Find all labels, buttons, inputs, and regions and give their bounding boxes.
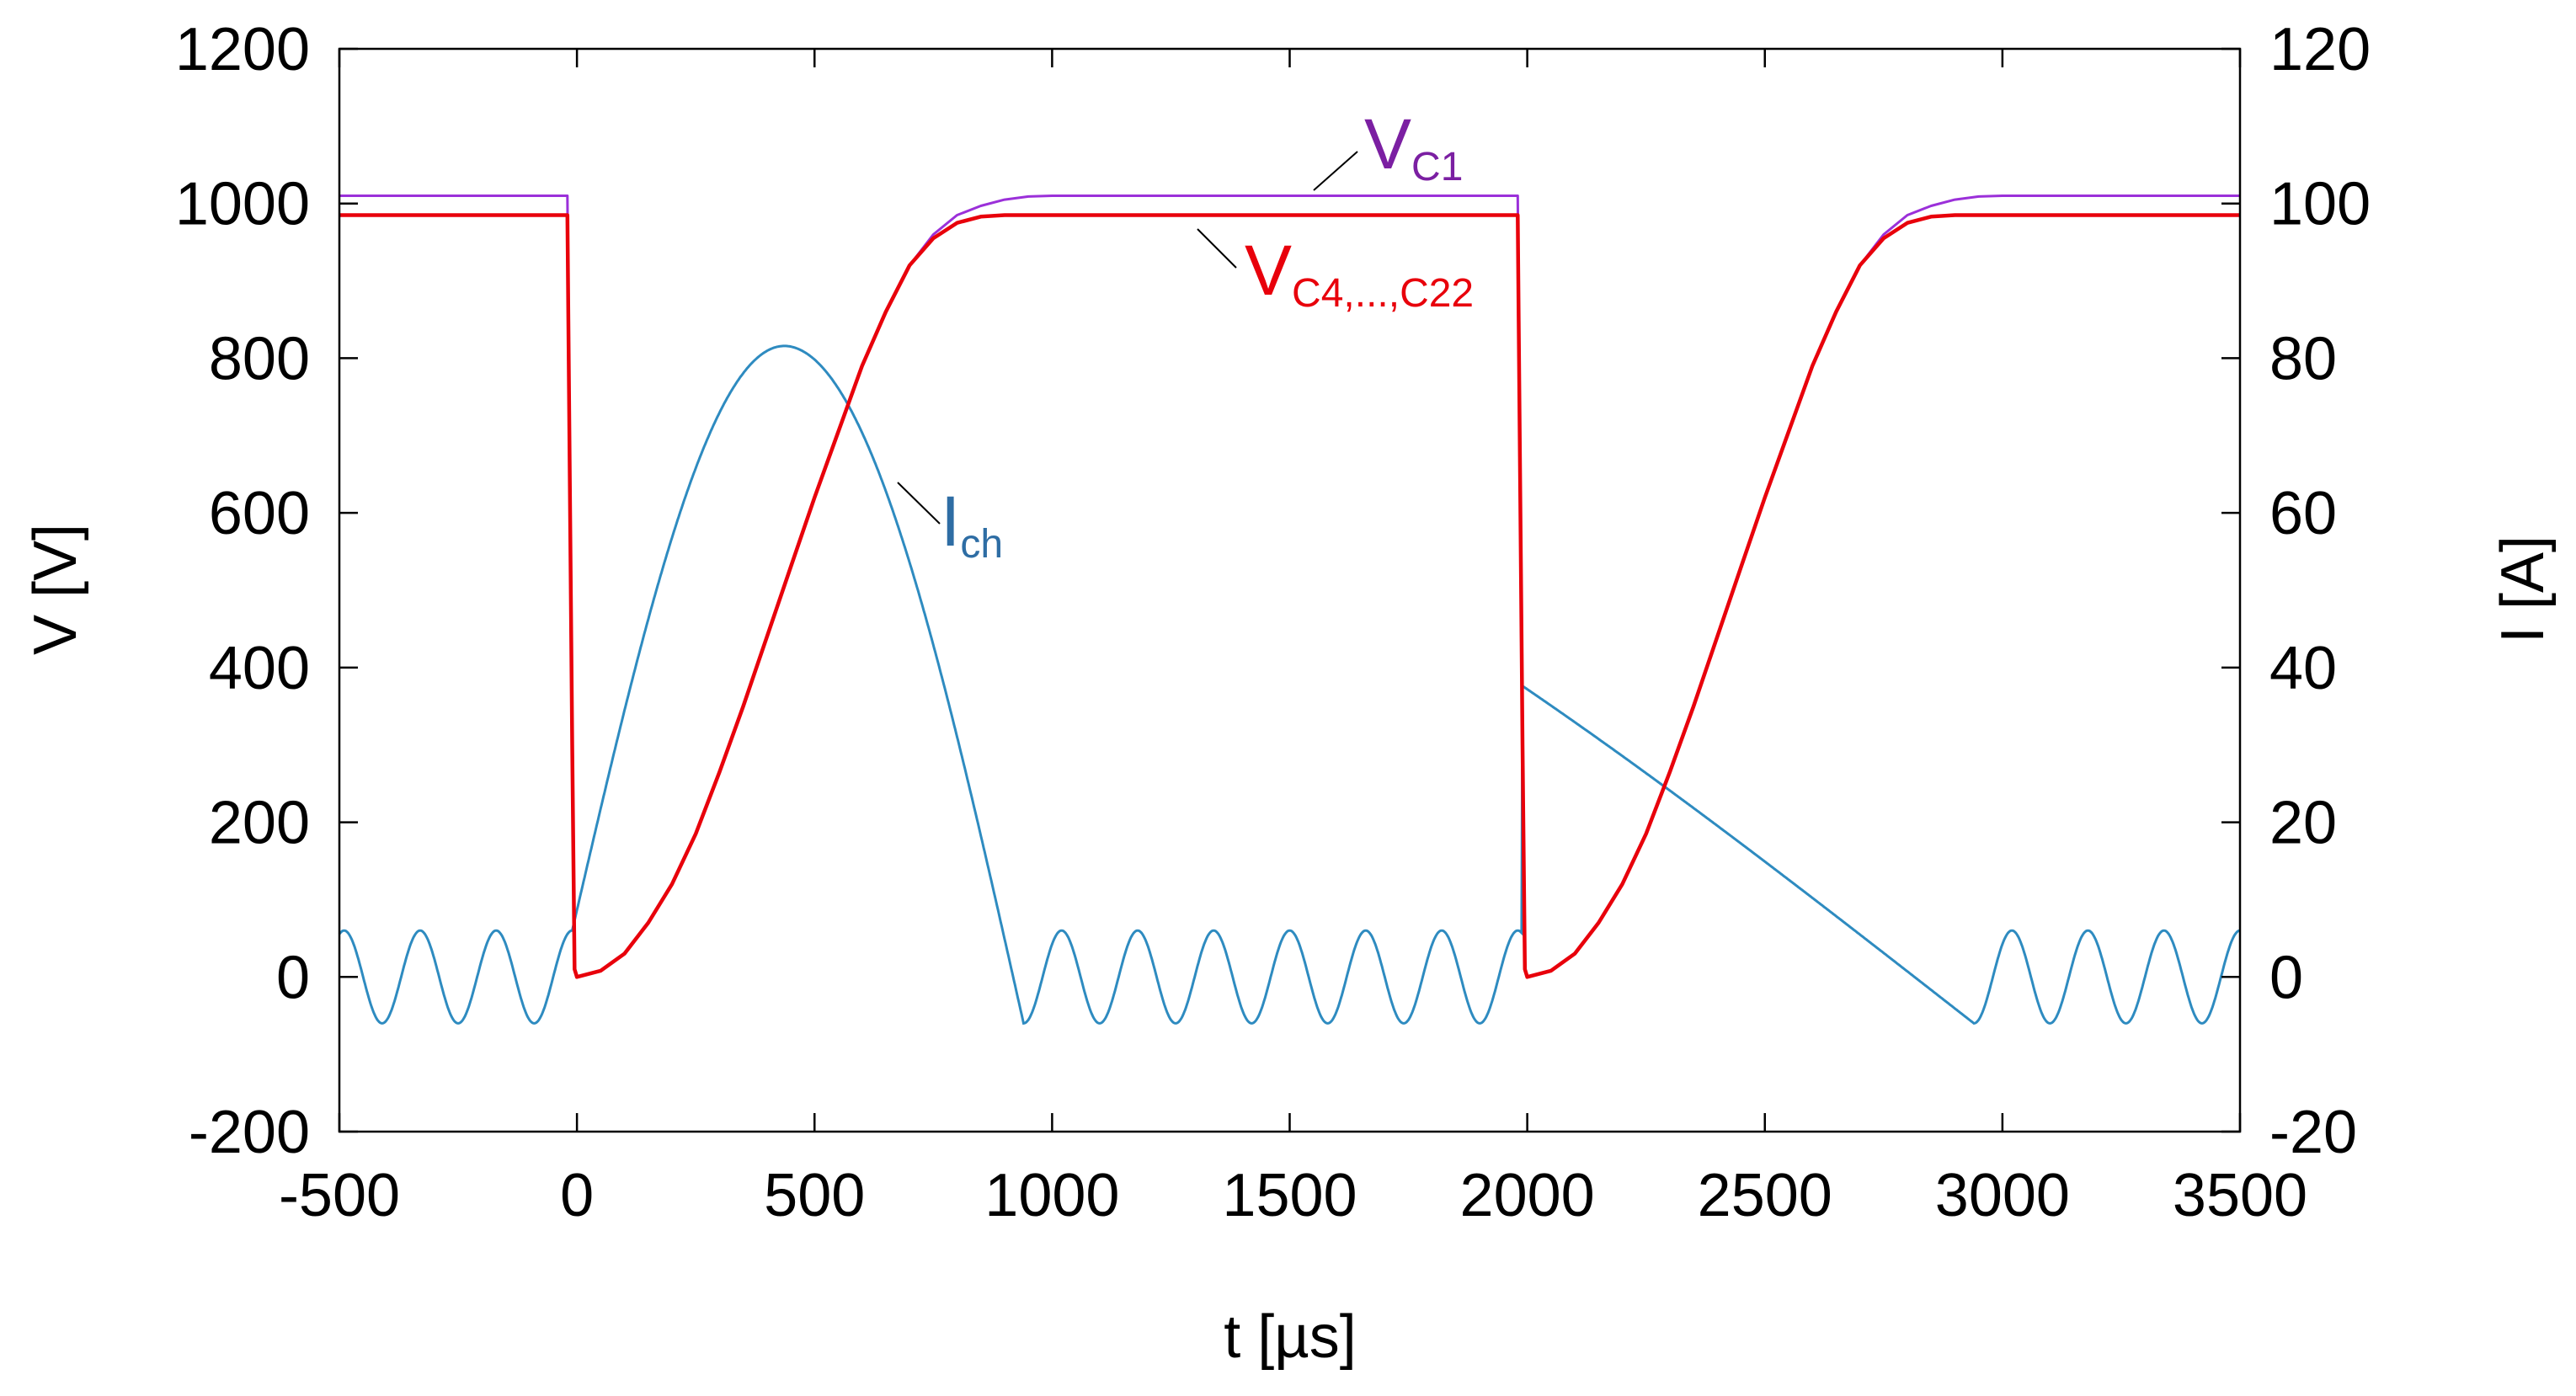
series-layer [338,194,2241,1026]
x-tick-label: 1000 [984,1162,1119,1229]
y-axis-left-label: V [V] [22,524,89,655]
y-left-tick-label: 200 [209,790,310,857]
y-left-tick-label: 800 [209,325,310,392]
y-right-tick-label: 0 [2269,944,2303,1011]
x-axis-label: t [µs] [1224,1303,1357,1371]
y-left-tick-label: 400 [209,635,310,702]
x-tick-label: 1500 [1222,1162,1357,1229]
ich-series-line [338,344,2241,1026]
x-tick-label: -500 [279,1162,400,1229]
vc4-series-line [339,213,2240,979]
vc1-leader-line [1313,151,1358,191]
x-tick-label: 3000 [1935,1162,2070,1229]
ticks-layer [338,47,2242,1133]
x-tick-label: 3500 [2173,1162,2307,1229]
labels-layer: -500 0 500 1000 1500 2000 2500 3000 3500-2000200… [175,16,2371,1229]
y-right-tick-label: 40 [2269,635,2337,702]
x-tick-label: 2000 [1460,1162,1595,1229]
y-left-tick-label: 1200 [175,16,310,83]
ich-label-main: I [941,482,960,561]
y-axis-right-label: I [A] [2489,535,2557,643]
ich-label-sub: ch [960,522,1003,567]
y-left-tick-label: -200 [189,1099,310,1166]
y-right-tick-label: 20 [2269,790,2337,857]
y-right-tick-label: -20 [2269,1099,2357,1166]
y-left-tick-label: 0 [276,944,310,1011]
y-right-tick-label: 80 [2269,325,2337,392]
ich-leader-line [897,482,941,525]
x-tick-label: 2500 [1698,1162,1832,1229]
x-tick-label: 500 [764,1162,865,1229]
vc1-label-sub: C1 [1411,145,1463,189]
y-right-tick-label: 100 [2269,171,2371,238]
y-left-tick-label: 1000 [175,171,310,238]
y-left-tick-label: 600 [209,480,310,547]
plot-frame [338,47,2242,1133]
vc1-label-main: V [1364,104,1411,184]
vc4-label-main: V [1245,231,1292,310]
vc1-series-line [339,194,2240,978]
vc4-label-sub: C4,...,C22 [1292,271,1474,316]
vc4-series-label: VC4,...,C22 [1245,231,1474,316]
vc1-series-label: VC1 [1364,104,1463,189]
ich-series-label: Ich [941,482,1003,567]
y-right-tick-label: 120 [2269,16,2371,83]
y-right-tick-label: 60 [2269,480,2337,547]
vc4-leader-line [1197,228,1237,269]
x-tick-label: 0 [560,1162,594,1229]
